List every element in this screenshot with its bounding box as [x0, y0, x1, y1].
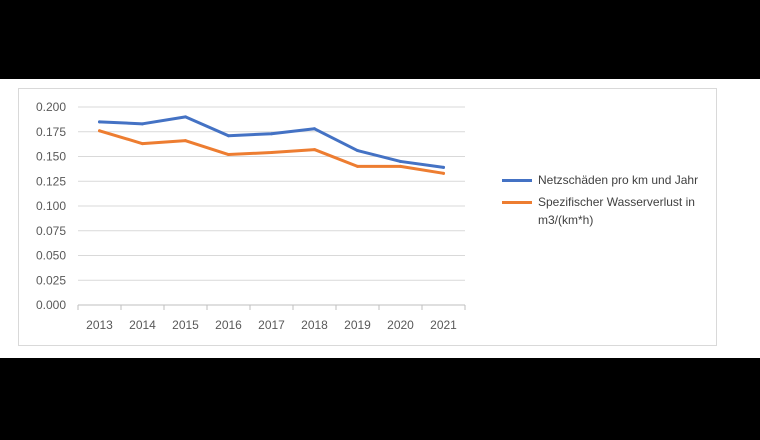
y-tick-label-0.000: 0.000: [36, 298, 66, 312]
data-point-series-1-2015: [184, 115, 187, 119]
x-tick-label-2015: 2015: [172, 318, 199, 332]
legend-label-series-1: Netzschäden pro km und Jahr: [538, 173, 699, 187]
data-point-series-1-2014: [141, 122, 144, 126]
data-point-series-2-2017: [270, 151, 273, 155]
legend-item-series-2: Spezifischer Wasserverlust in m3/(km*h): [502, 193, 702, 229]
legend: Netzschäden pro km und Jahr Spezifischer…: [502, 171, 702, 233]
legend-item-series-1: Netzschäden pro km und Jahr: [502, 171, 702, 189]
chart-frame: [18, 88, 717, 346]
data-point-series-2-2018: [313, 148, 316, 152]
y-tick-label-0.050: 0.050: [36, 249, 66, 263]
x-tick-label-2014: 2014: [129, 318, 156, 332]
data-point-series-2-2019: [356, 164, 359, 168]
data-point-series-1-2019: [356, 149, 359, 153]
y-tick-label-0.100: 0.100: [36, 199, 66, 213]
y-tick-label-0.075: 0.075: [36, 224, 66, 238]
y-tick-label-0.175: 0.175: [36, 125, 66, 139]
legend-swatch-series-2: [502, 201, 532, 204]
data-point-series-1-2016: [227, 134, 230, 138]
x-tick-label-2018: 2018: [301, 318, 328, 332]
data-point-series-1-2017: [270, 132, 273, 136]
y-tick-label-0.125: 0.125: [36, 174, 66, 188]
x-tick-label-2016: 2016: [215, 318, 242, 332]
chart-background: 0.000 0.025 0.050 0.075 0.100 0.125 0.150 0.175…: [0, 79, 760, 358]
x-tick-label-2017: 2017: [258, 318, 285, 332]
data-point-series-1-2020: [399, 159, 402, 163]
data-point-series-1-2018: [313, 127, 316, 131]
y-tick-label-0.025: 0.025: [36, 273, 66, 287]
legend-swatch-series-1: [502, 179, 532, 182]
x-tick-label-2021: 2021: [430, 318, 457, 332]
line-chart: 0.000 0.025 0.050 0.075 0.100 0.125 0.150 0.175…: [36, 100, 466, 332]
data-point-series-1-2021: [442, 165, 445, 169]
data-point-series-2-2014: [141, 142, 144, 146]
data-point-series-1-2013: [98, 120, 101, 124]
data-point-series-2-2020: [399, 164, 402, 168]
x-tick-label-2013: 2013: [86, 318, 113, 332]
data-point-series-2-2015: [184, 139, 187, 143]
data-point-series-2-2021: [442, 171, 445, 175]
legend-label-series-2: Spezifischer Wasserverlust in m3/(km*h): [538, 195, 695, 227]
x-tick-label-2019: 2019: [344, 318, 371, 332]
data-point-series-2-2016: [227, 153, 230, 157]
y-tick-label-0.200: 0.200: [36, 100, 66, 114]
x-tick-label-2020: 2020: [387, 318, 414, 332]
y-tick-label-0.150: 0.150: [36, 150, 66, 164]
data-point-series-2-2013: [98, 129, 101, 133]
